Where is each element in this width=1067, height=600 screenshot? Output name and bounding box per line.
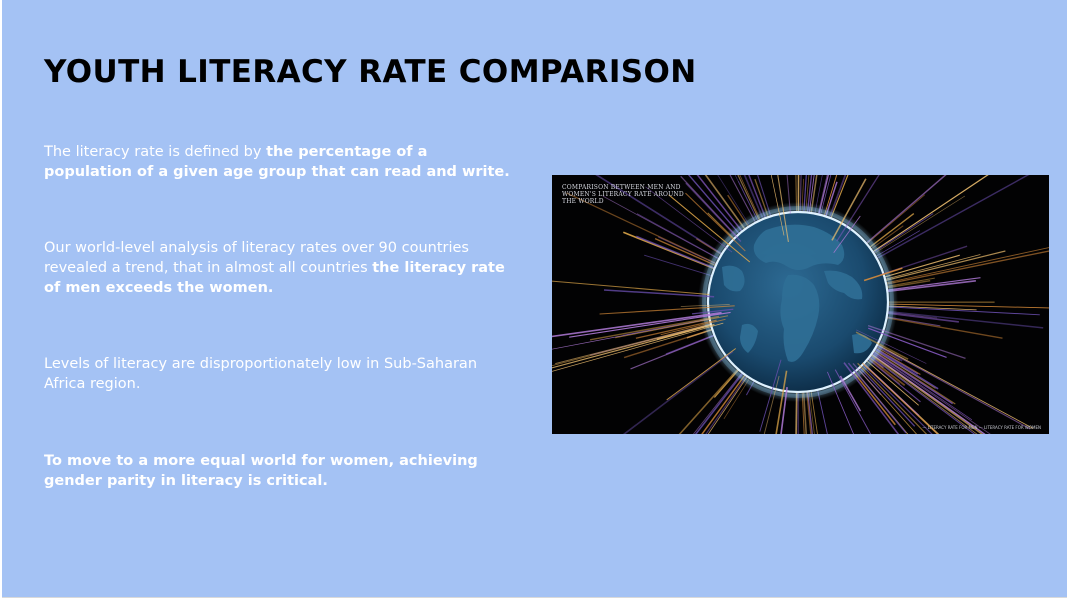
literacy-ray: [552, 321, 721, 366]
paragraph-analysis: Our world-level analysis of literacy rat…: [44, 238, 514, 298]
literacy-ray: [552, 311, 722, 338]
literacy-ray: [552, 322, 724, 372]
paragraph-call-to-action: To move to a more equal world for women,…: [44, 451, 514, 491]
literacy-ray: [815, 175, 829, 228]
literacy-ray: [843, 362, 900, 434]
literacy-ray: [589, 315, 720, 341]
figure-title: COMPARISON BETWEEN MEN AND WOMEN'S LITER…: [562, 184, 684, 205]
literacy-ray: [603, 289, 715, 298]
literacy-ray: [851, 361, 917, 434]
literacy-ray: [863, 267, 903, 282]
paragraph-text-run: Levels of literacy are disproportionatel…: [44, 356, 478, 392]
literacy-ray: [836, 175, 880, 242]
literacy-ray: [775, 370, 788, 434]
literacy-ray: [851, 175, 947, 256]
paragraph-definition: The literacy rate is defined by the perc…: [44, 142, 514, 182]
literacy-ray: [856, 329, 927, 364]
literacy-ray: [870, 308, 1044, 329]
paragraph-text-run: the percentage of a population of a give…: [44, 144, 510, 180]
literacy-ray: [831, 178, 867, 241]
literacy-ray: [861, 362, 939, 434]
literacy-ray: [666, 348, 736, 401]
literacy-ray: [595, 175, 730, 260]
literacy-ray: [668, 194, 751, 263]
literacy-ray: [876, 303, 1049, 309]
paragraph-text-run: Our world-level analysis of literacy rat…: [44, 240, 469, 276]
literacy-ray: [645, 186, 733, 253]
literacy-ray: [871, 213, 934, 255]
literacy-ray: [866, 338, 1034, 429]
literacy-ray: [871, 352, 991, 434]
literacy-ray: [705, 370, 751, 434]
literacy-ray: [685, 192, 746, 252]
literacy-ray: [797, 175, 800, 227]
literacy-ray: [786, 175, 791, 214]
literacy-ray: [799, 175, 802, 229]
literacy-ray: [883, 247, 1049, 284]
literacy-ray: [829, 175, 849, 220]
literacy-ray: [704, 175, 746, 231]
literacy-ray: [857, 362, 928, 434]
literacy-globe-figure: COMPARISON BETWEEN MEN AND WOMEN'S LITER…: [552, 175, 1049, 434]
literacy-ray: [622, 350, 734, 434]
literacy-ray: [660, 318, 726, 336]
literacy-ray: [855, 356, 940, 434]
literacy-ray: [599, 305, 735, 315]
literacy-ray: [855, 331, 909, 360]
paragraph-text-run: To move to a more equal world for women,…: [44, 453, 478, 489]
globe-visualization: [552, 175, 1049, 434]
literacy-ray: [694, 362, 752, 434]
literacy-ray: [685, 182, 742, 242]
literacy-ray: [701, 368, 751, 434]
literacy-ray: [636, 213, 723, 262]
literacy-ray: [857, 361, 933, 434]
figure-legend: — LITERACY RATE FOR MEN — LITERACY RATE …: [922, 425, 1041, 430]
literacy-ray: [834, 369, 872, 434]
literacy-ray: [827, 371, 854, 434]
literacy-ray: [856, 333, 1031, 430]
literacy-ray: [847, 362, 907, 434]
literacy-ray: [780, 386, 788, 434]
literacy-ray: [622, 318, 712, 336]
literacy-ray: [615, 315, 729, 339]
globe-continents: [722, 224, 872, 362]
literacy-ray: [552, 323, 715, 369]
literacy-ray: [839, 375, 862, 412]
literacy-ray: [833, 215, 861, 253]
globe-rim: [706, 210, 890, 394]
literacy-ray: [802, 380, 808, 434]
literacy-ray: [635, 319, 717, 339]
literacy-ray: [680, 304, 730, 307]
literacy-ray: [569, 311, 731, 338]
literacy-ray: [552, 280, 710, 296]
paragraph-text-run: the literacy rate of men exceeds the wom…: [44, 260, 505, 296]
literacy-ray: [871, 305, 1040, 316]
literacy-ray: [763, 375, 780, 434]
literacy-ray: [867, 324, 966, 360]
literacy-ray: [868, 352, 984, 434]
literacy-ray: [737, 175, 762, 224]
literacy-ray: [866, 353, 976, 434]
literacy-rays-front: [552, 175, 968, 434]
literacy-ray: [759, 359, 782, 432]
literacy-ray: [757, 175, 775, 225]
literacy-ray: [770, 175, 785, 236]
literacy-ray: [795, 391, 798, 434]
paragraph-sub-saharan: Levels of literacy are disproportionatel…: [44, 354, 514, 394]
literacy-ray: [808, 379, 818, 434]
slide-title: YOUTH LITERACY RATE COMPARISON: [44, 54, 697, 90]
literacy-ray: [795, 175, 798, 226]
literacy-ray: [678, 357, 749, 434]
paragraph-text-run: The literacy rate is defined by: [44, 144, 267, 160]
literacy-ray: [852, 362, 882, 396]
literacy-ray: [867, 327, 947, 358]
literacy-ray: [777, 175, 789, 242]
literacy-ray: [691, 308, 734, 315]
